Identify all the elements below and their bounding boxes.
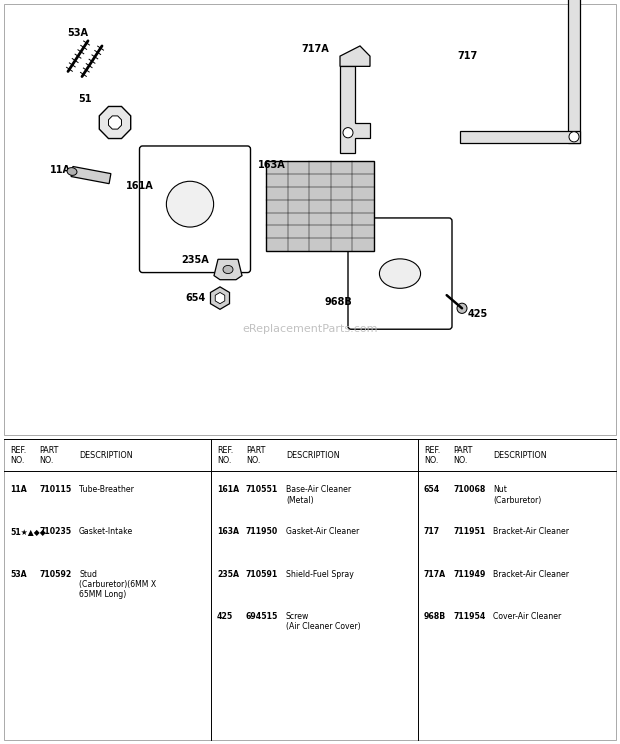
Polygon shape bbox=[215, 292, 225, 304]
Polygon shape bbox=[99, 106, 131, 138]
Text: 717: 717 bbox=[458, 51, 478, 61]
Text: 711949: 711949 bbox=[453, 570, 485, 579]
Polygon shape bbox=[71, 167, 111, 184]
Text: 711954: 711954 bbox=[453, 612, 485, 620]
Text: Bracket-Air Cleaner: Bracket-Air Cleaner bbox=[493, 570, 569, 579]
Text: Bracket-Air Cleaner: Bracket-Air Cleaner bbox=[493, 527, 569, 536]
Ellipse shape bbox=[67, 167, 77, 176]
Text: 425: 425 bbox=[217, 612, 233, 620]
Text: 710235: 710235 bbox=[39, 527, 71, 536]
Text: 710068: 710068 bbox=[453, 485, 485, 494]
Polygon shape bbox=[210, 287, 229, 310]
Ellipse shape bbox=[379, 259, 420, 289]
Text: 161A: 161A bbox=[217, 485, 239, 494]
Text: 694515: 694515 bbox=[246, 612, 278, 620]
Text: Shield-Fuel Spray: Shield-Fuel Spray bbox=[286, 570, 354, 579]
Text: Stud
(Carburetor)(6MM X
65MM Long): Stud (Carburetor)(6MM X 65MM Long) bbox=[79, 570, 156, 600]
Text: 654: 654 bbox=[424, 485, 440, 494]
Text: 710115: 710115 bbox=[39, 485, 71, 494]
Text: 711951: 711951 bbox=[453, 527, 485, 536]
Text: 53A: 53A bbox=[68, 28, 89, 38]
Text: Gasket-Air Cleaner: Gasket-Air Cleaner bbox=[286, 527, 359, 536]
Text: 717A: 717A bbox=[301, 44, 329, 54]
Circle shape bbox=[343, 128, 353, 138]
Text: 53A: 53A bbox=[10, 570, 27, 579]
Text: 51: 51 bbox=[78, 94, 92, 104]
Polygon shape bbox=[340, 46, 370, 66]
Text: 717A: 717A bbox=[424, 570, 446, 579]
Text: PART
NO.: PART NO. bbox=[453, 446, 472, 465]
Text: REF.
NO.: REF. NO. bbox=[10, 446, 26, 465]
Bar bbox=[460, 131, 580, 143]
Text: DESCRIPTION: DESCRIPTION bbox=[286, 451, 340, 460]
Text: 161A: 161A bbox=[126, 181, 154, 190]
Polygon shape bbox=[108, 116, 122, 129]
Text: 51★▲◆◆: 51★▲◆◆ bbox=[10, 527, 46, 536]
Circle shape bbox=[457, 304, 467, 313]
Text: DESCRIPTION: DESCRIPTION bbox=[493, 451, 547, 460]
FancyBboxPatch shape bbox=[348, 218, 452, 329]
Text: 163A: 163A bbox=[217, 527, 239, 536]
Polygon shape bbox=[214, 260, 242, 280]
Text: Screw
(Air Cleaner Cover): Screw (Air Cleaner Cover) bbox=[286, 612, 361, 631]
FancyBboxPatch shape bbox=[140, 146, 250, 272]
Ellipse shape bbox=[166, 182, 214, 227]
Bar bbox=[568, 0, 580, 143]
Text: 711950: 711950 bbox=[246, 527, 278, 536]
Text: 163A: 163A bbox=[258, 161, 286, 170]
Text: REF.
NO.: REF. NO. bbox=[424, 446, 440, 465]
Text: 710592: 710592 bbox=[39, 570, 71, 579]
Text: Nut
(Carburetor): Nut (Carburetor) bbox=[493, 485, 541, 504]
Text: Gasket-Intake: Gasket-Intake bbox=[79, 527, 133, 536]
Text: Cover-Air Cleaner: Cover-Air Cleaner bbox=[493, 612, 561, 620]
Text: REF.
NO.: REF. NO. bbox=[217, 446, 233, 465]
Text: Tube-Breather: Tube-Breather bbox=[79, 485, 134, 494]
Text: PART
NO.: PART NO. bbox=[39, 446, 58, 465]
Text: 710591: 710591 bbox=[246, 570, 278, 579]
Circle shape bbox=[569, 132, 579, 142]
Text: 710551: 710551 bbox=[246, 485, 278, 494]
Bar bbox=[266, 161, 374, 251]
Text: eReplacementParts.com: eReplacementParts.com bbox=[242, 324, 378, 334]
Text: 235A: 235A bbox=[217, 570, 239, 579]
Text: 235A: 235A bbox=[181, 255, 209, 266]
Text: PART
NO.: PART NO. bbox=[246, 446, 265, 465]
Polygon shape bbox=[340, 66, 370, 153]
Text: 11A: 11A bbox=[10, 485, 27, 494]
Text: 717: 717 bbox=[424, 527, 440, 536]
Text: DESCRIPTION: DESCRIPTION bbox=[79, 451, 133, 460]
Text: 654: 654 bbox=[185, 293, 205, 303]
Text: Base-Air Cleaner
(Metal): Base-Air Cleaner (Metal) bbox=[286, 485, 351, 504]
Text: 968B: 968B bbox=[324, 297, 352, 307]
Text: 425: 425 bbox=[468, 310, 488, 319]
Text: 968B: 968B bbox=[424, 612, 446, 620]
Text: 11A: 11A bbox=[50, 165, 71, 176]
Ellipse shape bbox=[223, 266, 233, 274]
